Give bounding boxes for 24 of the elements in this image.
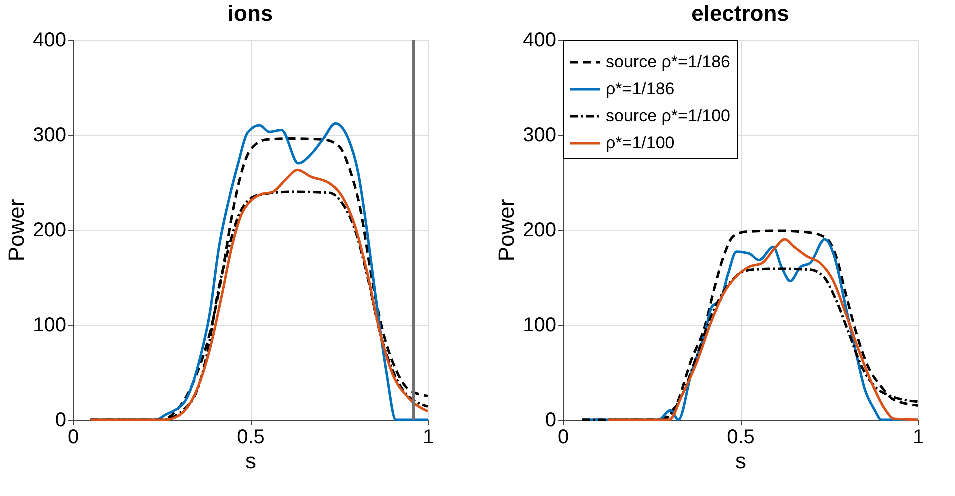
legend-label: source ρ*=1/100 <box>606 106 731 126</box>
x-tick-label: 1 <box>422 426 434 448</box>
chart-title: ions <box>228 1 274 26</box>
x-axis-title: s <box>736 448 746 474</box>
y-tick-label: 400 <box>33 30 66 52</box>
y-axis-title: Power <box>4 199 30 262</box>
y-tick-label: 200 <box>33 220 66 242</box>
x-tick-label: 0.5 <box>727 426 755 448</box>
x-tick-label: 0.5 <box>237 426 265 448</box>
x-tick-label: 1 <box>912 426 924 448</box>
y-tick-label: 0 <box>55 410 66 432</box>
y-axis-title: Power <box>494 199 520 262</box>
legend-label: ρ*=1/100 <box>606 134 675 152</box>
y-tick-label: 0 <box>545 410 556 432</box>
x-axis-title: s <box>246 448 256 474</box>
chart-title: electrons <box>692 1 790 26</box>
y-tick-label: 400 <box>523 30 556 52</box>
y-tick-label: 100 <box>523 314 556 336</box>
legend-label: ρ*=1/186 <box>606 80 675 98</box>
y-tick-label: 300 <box>33 124 66 146</box>
y-tick-label: 200 <box>523 220 556 242</box>
y-tick-label: 100 <box>33 314 66 336</box>
legend-label: source ρ*=1/186 <box>606 52 731 72</box>
y-tick-label: 300 <box>523 124 556 146</box>
